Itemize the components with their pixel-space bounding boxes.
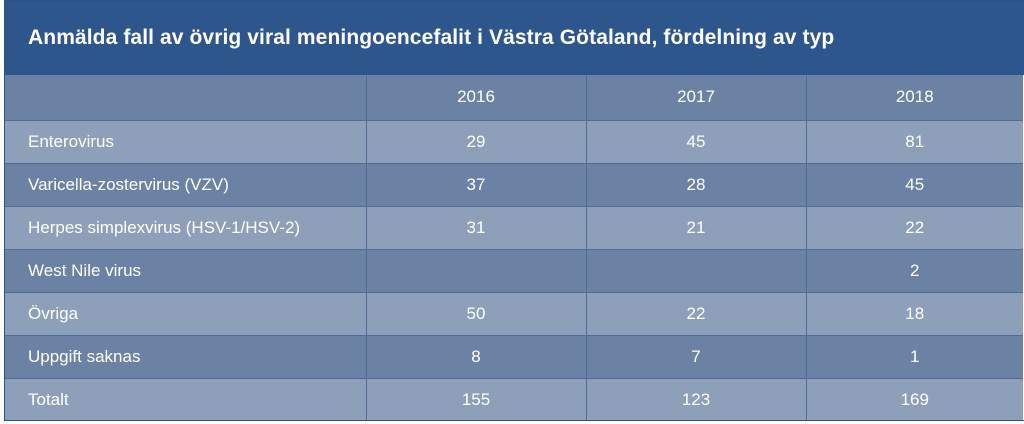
table-title: Anmälda fall av övrig viral meningoencef… (28, 26, 835, 49)
title-bar: Anmälda fall av övrig viral meningoencef… (5, 1, 1024, 75)
table-row: Uppgift saknas 8 7 1 (5, 335, 1023, 379)
table-row: Herpes simplexvirus (HSV-1/HSV-2) 31 21 … (5, 206, 1023, 250)
cell-value: 155 (366, 378, 587, 420)
cell-value: 7 (586, 335, 807, 379)
row-label: Uppgift saknas (5, 335, 367, 379)
cell-value: 169 (806, 378, 1023, 420)
cell-value: 21 (586, 206, 807, 250)
cell-value: 45 (586, 120, 807, 164)
column-header-2016: 2016 (366, 75, 587, 121)
cell-value (366, 249, 587, 293)
table-row: West Nile virus 2 (5, 249, 1023, 293)
row-label: Enterovirus (5, 120, 367, 164)
cell-value (586, 249, 807, 293)
row-label: Övriga (5, 292, 367, 336)
cell-value: 50 (366, 292, 587, 336)
row-label: West Nile virus (5, 249, 367, 293)
table-row: Varicella-zostervirus (VZV) 37 28 45 (5, 163, 1023, 207)
cell-value: 22 (586, 292, 807, 336)
cases-table: 2016 2017 2018 Enterovirus 29 45 81 Vari… (5, 75, 1023, 420)
cell-value: 22 (806, 206, 1023, 250)
row-label: Varicella-zostervirus (VZV) (5, 163, 367, 207)
column-header (5, 75, 367, 121)
cell-value: 45 (806, 163, 1023, 207)
cell-value: 8 (366, 335, 587, 379)
cell-value: 18 (806, 292, 1023, 336)
column-header-2018: 2018 (806, 75, 1023, 121)
cell-value: 123 (586, 378, 807, 420)
cell-value: 81 (806, 120, 1023, 164)
row-label: Herpes simplexvirus (HSV-1/HSV-2) (5, 206, 367, 250)
cell-value: 1 (806, 335, 1023, 379)
cell-value: 28 (586, 163, 807, 207)
table-panel: Anmälda fall av övrig viral meningoencef… (4, 0, 1024, 421)
row-label: Totalt (5, 378, 367, 420)
column-header-2017: 2017 (586, 75, 807, 121)
cell-value: 2 (806, 249, 1023, 293)
total-row: Totalt 155 123 169 (5, 378, 1023, 420)
cell-value: 31 (366, 206, 587, 250)
cell-value: 29 (366, 120, 587, 164)
table-row: Enterovirus 29 45 81 (5, 120, 1023, 164)
table-row: Övriga 50 22 18 (5, 292, 1023, 336)
header-row: 2016 2017 2018 (5, 75, 1023, 121)
cell-value: 37 (366, 163, 587, 207)
